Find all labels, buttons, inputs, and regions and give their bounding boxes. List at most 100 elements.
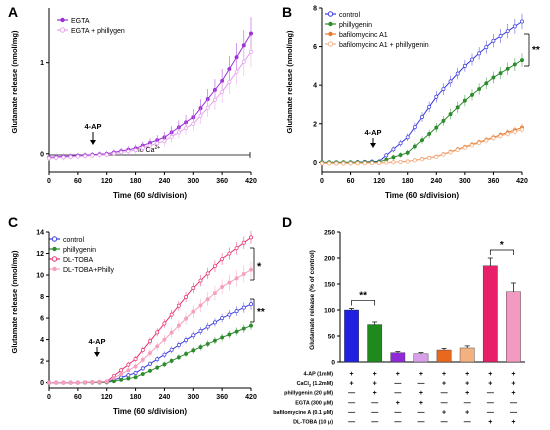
x-tick-label: 60 — [74, 178, 82, 185]
data-point — [162, 321, 167, 326]
y-tick-label: 4 — [313, 83, 317, 90]
data-point — [498, 134, 503, 139]
treatment-mark: + — [488, 381, 492, 388]
y-tick-label: 4 — [40, 337, 44, 344]
data-point — [169, 134, 174, 139]
data-point — [119, 372, 124, 377]
data-point — [462, 98, 467, 103]
legend-label: DL-TOBA+Philly — [63, 267, 115, 274]
legend-item: DL-TOBA — [49, 256, 94, 264]
legend-item: control — [325, 11, 360, 19]
data-point — [140, 145, 145, 150]
data-point — [227, 332, 232, 337]
data-point — [455, 105, 460, 110]
legend: control phillygenin DL-TOBA DL-TOBA+Phil… — [49, 236, 115, 274]
data-point — [68, 380, 73, 385]
data-point — [470, 92, 474, 97]
treatment-mark: — — [464, 400, 471, 407]
x-tick-label: 0 — [47, 178, 51, 185]
data-point — [191, 285, 196, 290]
bracket-line — [489, 249, 514, 255]
treatment-mark: — — [487, 409, 494, 416]
data-point — [75, 380, 80, 385]
data-point — [484, 81, 489, 86]
data-point — [184, 294, 189, 299]
treatment-mark: — — [441, 390, 448, 397]
data-series — [47, 36, 253, 162]
data-point — [520, 19, 524, 24]
data-point — [205, 105, 210, 110]
data-point — [434, 125, 439, 130]
x-tick-label: 180 — [130, 178, 142, 185]
legend-label: EGTA — [71, 18, 90, 25]
treatment-mark: — — [394, 409, 401, 416]
treatment-mark: + — [465, 381, 469, 388]
x-tick-label: 60 — [347, 178, 355, 185]
treatment-mark: + — [511, 419, 515, 425]
data-point — [212, 291, 217, 296]
treatment-mark: — — [348, 419, 355, 425]
data-point — [198, 303, 203, 308]
bar — [344, 309, 359, 363]
x-tick-label: 420 — [245, 178, 257, 185]
treatment-label: bafilomycine A (0.1 μM) — [273, 410, 333, 416]
data-point — [176, 323, 181, 328]
data-point — [83, 154, 88, 159]
chart-panel-c: Glutamate release (nmol/mg) Time (60 s/d… — [10, 230, 265, 417]
data-point — [434, 155, 439, 159]
legend-label: control — [339, 12, 360, 19]
stimulus-marker: 4-AP — [88, 337, 106, 357]
treatment-mark: — — [510, 409, 517, 416]
data-point — [198, 329, 203, 333]
x-tick-label: 0 — [47, 394, 51, 401]
treatment-mark: + — [373, 381, 377, 388]
data-point — [198, 278, 203, 283]
y-axis-label: Glutamate release (nmol/mg) — [10, 250, 19, 353]
data-point — [111, 375, 116, 380]
data-point — [448, 79, 453, 84]
data-point — [68, 155, 73, 159]
data-point — [448, 150, 453, 155]
y-tick-label: 200 — [324, 256, 335, 263]
significance-label: ** — [532, 45, 540, 56]
legend-label: phillygenin — [63, 247, 96, 254]
treatment-mark: — — [510, 400, 517, 407]
treatment-mark: + — [350, 371, 354, 378]
data-point — [448, 112, 453, 117]
data-point — [249, 31, 253, 36]
data-point — [241, 43, 246, 48]
data-point — [377, 160, 382, 165]
data-point — [405, 150, 410, 155]
data-point — [412, 144, 417, 149]
x-tick-label: 360 — [488, 178, 500, 185]
data-point — [155, 365, 160, 370]
y-tick-label: 14 — [36, 230, 44, 237]
x-tick-label: 360 — [216, 394, 228, 401]
significance-bracket: ** — [351, 290, 376, 306]
data-point — [227, 251, 232, 256]
data-point — [184, 126, 189, 130]
treatment-mark: + — [465, 371, 469, 378]
data-point — [155, 344, 160, 349]
legend-item: EGTA — [57, 17, 90, 25]
legend-item: bafilomycinc A1 — [325, 31, 388, 39]
data-point — [355, 161, 360, 166]
data-point — [505, 29, 510, 34]
y-axis-label: Glutamate release (nmol/mg) — [285, 30, 294, 133]
data-point — [341, 161, 346, 166]
data-point — [484, 138, 489, 143]
data-point — [505, 131, 510, 136]
data-point — [140, 357, 145, 362]
data-point — [75, 154, 80, 159]
data-point — [54, 155, 59, 160]
y-tick-label: 2 — [313, 121, 317, 128]
data-point — [391, 147, 396, 152]
treatment-mark: — — [441, 400, 448, 407]
treatment-table: 4-AP (1mM) + + + + + + + + CaCl2 (1.2mM) + + — — + + + + p… — [273, 371, 517, 426]
data-point — [133, 357, 138, 361]
x-tick-label: 300 — [459, 178, 471, 185]
x-tick-label: 120 — [101, 394, 113, 401]
treatment-mark: — — [371, 400, 378, 407]
data-point — [441, 152, 446, 157]
treatment-mark: + — [442, 381, 446, 388]
